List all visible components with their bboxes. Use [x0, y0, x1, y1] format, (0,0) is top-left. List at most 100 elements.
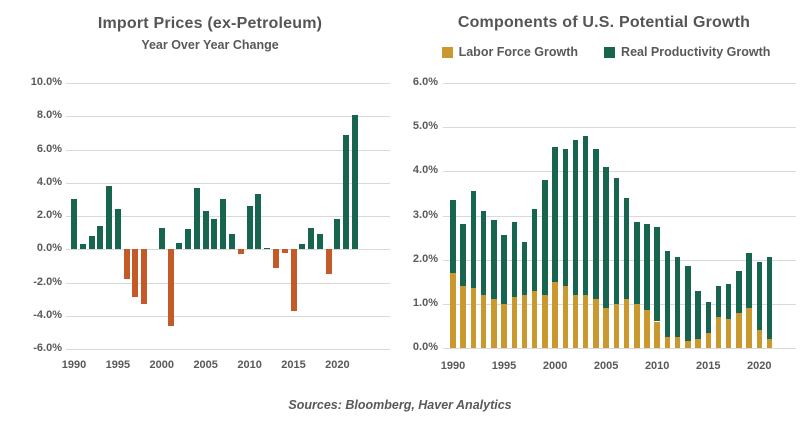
bar-1990	[71, 199, 77, 250]
bar-2018-labor-force-growth	[736, 312, 742, 348]
y-axis-tick-label: 8.0%	[36, 109, 62, 122]
bar-1994	[106, 186, 113, 250]
bar-2000-real-productivity-growth	[552, 147, 558, 282]
productivity-legend-label: Real Productivity Growth	[621, 45, 771, 59]
bar-2002-real-productivity-growth	[572, 140, 579, 295]
y-axis-tick-label: 6.0%	[36, 142, 62, 155]
bar-1994-labor-force-growth	[491, 299, 497, 348]
gridline	[66, 315, 390, 317]
bar-1998	[141, 249, 148, 305]
bar-2004-labor-force-growth	[593, 299, 599, 348]
bar-2009-labor-force-growth	[644, 310, 650, 348]
bar-2007	[220, 199, 227, 250]
x-axis-tick-label: 2015	[696, 360, 721, 372]
y-axis-tick-label: 5.0%	[412, 120, 438, 133]
bar-2013	[272, 249, 279, 268]
productivity-swatch-icon	[604, 46, 616, 58]
x-axis-tick-label: 2005	[593, 360, 619, 372]
bar-2011-labor-force-growth	[664, 336, 671, 348]
bar-2021-labor-force-growth	[766, 339, 773, 348]
bar-2008-real-productivity-growth	[634, 222, 640, 304]
gridline	[66, 349, 390, 350]
bar-1991-real-productivity-growth	[460, 224, 466, 287]
bar-2019-labor-force-growth	[746, 308, 752, 348]
bar-2006-real-productivity-growth	[613, 177, 620, 304]
x-axis-tick-label: 2020	[325, 359, 350, 371]
x-axis-tick-label: 1990	[440, 360, 466, 372]
bar-2000	[158, 227, 165, 250]
bar-2021	[343, 134, 350, 250]
bar-2017-labor-force-growth	[725, 319, 732, 348]
y-axis-tick-label: 0.0%	[412, 341, 438, 353]
bar-2001-labor-force-growth	[562, 286, 569, 348]
bar-2009	[237, 249, 244, 255]
bar-2021-real-productivity-growth	[766, 257, 773, 340]
gridline	[66, 83, 390, 84]
bar-2016-labor-force-growth	[715, 317, 722, 348]
bar-2022	[351, 114, 358, 250]
bar-1998-real-productivity-growth	[531, 208, 538, 291]
import-prices-chart-subtitle: Year Over Year Change	[141, 38, 279, 52]
y-axis-tick-label: 1.0%	[412, 296, 438, 309]
bar-2016	[299, 244, 306, 250]
bar-2015	[290, 249, 297, 311]
bar-2018-real-productivity-growth	[736, 270, 742, 313]
bar-1997-labor-force-growth	[521, 295, 528, 348]
bar-2020-labor-force-growth	[756, 330, 763, 348]
bar-2001	[167, 249, 174, 326]
y-axis-tick-label: 2.0%	[36, 209, 62, 221]
gridline	[443, 348, 796, 349]
bar-2015-real-productivity-growth	[705, 301, 711, 333]
y-axis-tick-label: 0.0%	[36, 242, 62, 255]
bar-2010-real-productivity-growth	[654, 226, 660, 322]
gridline	[443, 127, 796, 129]
bar-2020	[334, 219, 341, 250]
x-axis-tick-label: 1995	[491, 360, 517, 372]
bar-1990-labor-force-growth	[450, 272, 456, 348]
bar-2000-labor-force-growth	[552, 281, 558, 348]
x-axis-tick-label: 2000	[542, 360, 568, 372]
bar-1995	[114, 209, 121, 250]
gridline	[443, 215, 796, 217]
y-axis-tick-label: 4.0%	[36, 175, 62, 188]
bar-2020-real-productivity-growth	[756, 261, 763, 331]
bar-1996-real-productivity-growth	[511, 222, 517, 298]
bar-2006	[211, 219, 218, 250]
bar-1998-labor-force-growth	[531, 290, 538, 348]
bar-1997	[132, 249, 139, 298]
legend-item-productivity: Real Productivity Growth	[604, 45, 770, 59]
x-axis-tick-label: 2010	[237, 359, 262, 371]
bar-2008-labor-force-growth	[634, 303, 640, 348]
bar-1999-labor-force-growth	[542, 295, 548, 348]
bar-1999-real-productivity-growth	[542, 180, 548, 295]
bar-2019-real-productivity-growth	[746, 253, 752, 309]
x-axis-tick-label: 2015	[281, 359, 306, 371]
bar-2004	[193, 187, 200, 250]
bar-2005-real-productivity-growth	[603, 166, 609, 309]
y-axis-tick-label: 4.0%	[412, 164, 438, 177]
bar-1997-real-productivity-growth	[521, 242, 528, 295]
gridline	[443, 171, 796, 173]
bar-2014-labor-force-growth	[695, 339, 701, 348]
bar-2002	[176, 242, 183, 250]
bar-2019	[325, 249, 332, 275]
gridline	[66, 282, 390, 284]
bar-1991	[79, 244, 86, 250]
bar-2016-real-productivity-growth	[715, 286, 722, 318]
bar-2011-real-productivity-growth	[664, 250, 671, 337]
bar-2003-real-productivity-growth	[582, 136, 589, 295]
y-axis-tick-label: 3.0%	[412, 208, 438, 221]
bar-1992	[88, 235, 95, 250]
gridline	[66, 182, 390, 184]
potential-growth-chart-title: Components of U.S. Potential Growth	[457, 14, 751, 31]
bar-1995-labor-force-growth	[501, 303, 507, 348]
bar-2006-labor-force-growth	[613, 303, 620, 348]
bar-2007-labor-force-growth	[623, 299, 630, 348]
y-axis-tick-label: -4.0%	[33, 308, 62, 321]
bar-2012	[264, 247, 271, 250]
gridline	[443, 303, 796, 305]
bar-2014	[281, 249, 288, 253]
bar-2017-real-productivity-growth	[725, 283, 732, 320]
